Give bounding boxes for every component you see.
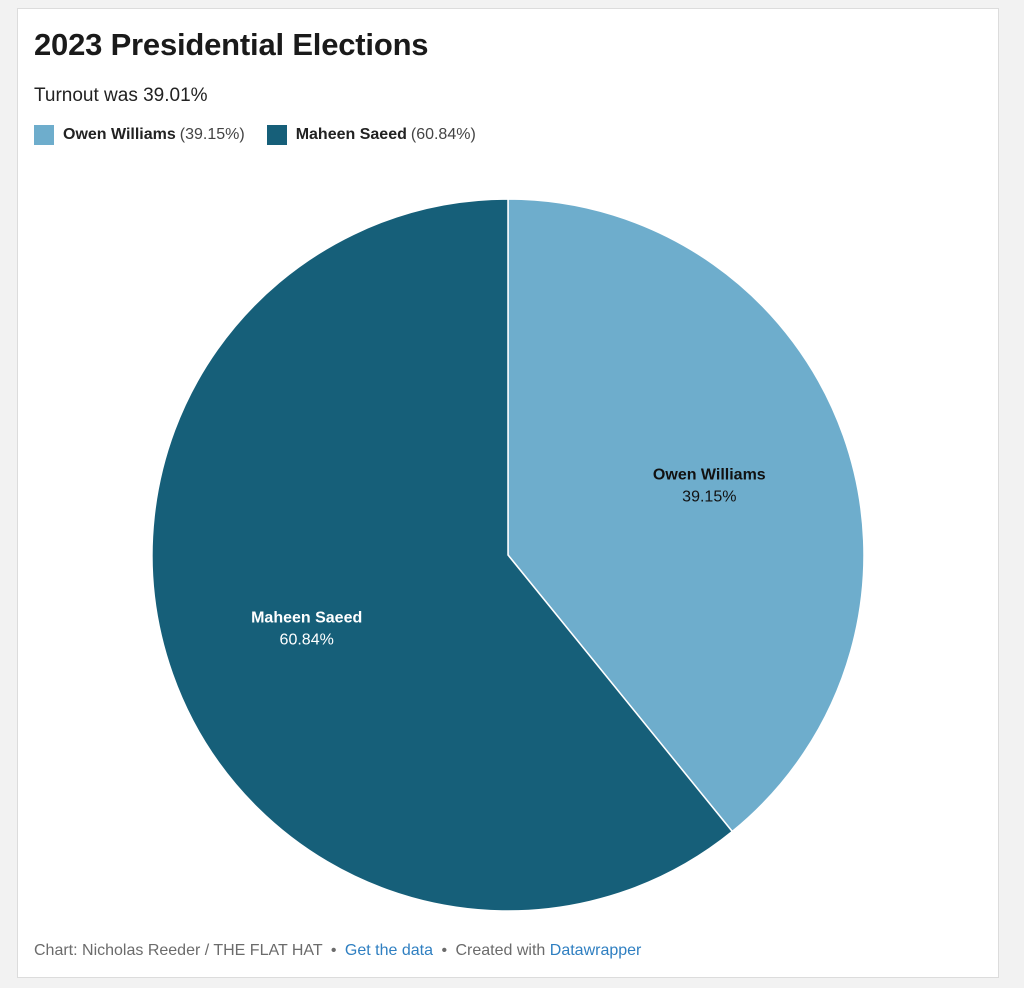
legend-swatch-maheen-saeed [266,125,287,145]
pie-labels: Owen Williams 39.15% Maheen Saeed 60.84% [251,467,766,649]
pie-chart: Owen Williams 39.15% Maheen Saeed 60.84% [151,198,865,912]
slice-label-name-maheen-saeed: Maheen Saeed [251,609,362,626]
footer-created-text: Created with [455,942,546,959]
slice-label-value-maheen-saeed: 60.84% [280,631,334,648]
legend-value-maheen-saeed: (60.84%) [410,126,476,143]
chart-title: 2023 Presidential Elections [34,27,429,62]
footer-separator: • [441,942,448,959]
pie-slice-owen-williams[interactable] [507,198,865,833]
pie-slice-maheen-saeed[interactable] [151,198,734,912]
legend: Owen Williams (39.15%) Maheen Saeed (60.… [34,125,476,145]
pie-slices [151,198,865,912]
legend-value-owen-williams: (39.15%) [179,126,245,143]
slice-label-value-owen-williams: 39.15% [682,489,736,506]
footer-credit: Chart: Nicholas Reeder / THE FLAT HAT [34,942,323,959]
legend-label-owen-williams: Owen Williams [63,126,176,143]
legend-item-maheen-saeed: Maheen Saeed (60.84%) [266,125,476,145]
footer-separator: • [330,942,337,959]
chart-footer: Chart: Nicholas Reeder / THE FLAT HAT • … [34,942,641,960]
slice-label-name-owen-williams: Owen Williams [653,467,766,484]
chart-card: 2023 Presidential Elections Turnout was … [17,8,999,978]
datawrapper-link[interactable]: Datawrapper [549,942,642,959]
legend-item-owen-williams: Owen Williams (39.15%) [34,125,245,145]
get-the-data-link[interactable]: Get the data [344,942,433,959]
legend-swatch-owen-williams [34,125,54,145]
chart-subtitle: Turnout was 39.01% [34,85,208,106]
legend-label-maheen-saeed: Maheen Saeed [295,126,407,143]
